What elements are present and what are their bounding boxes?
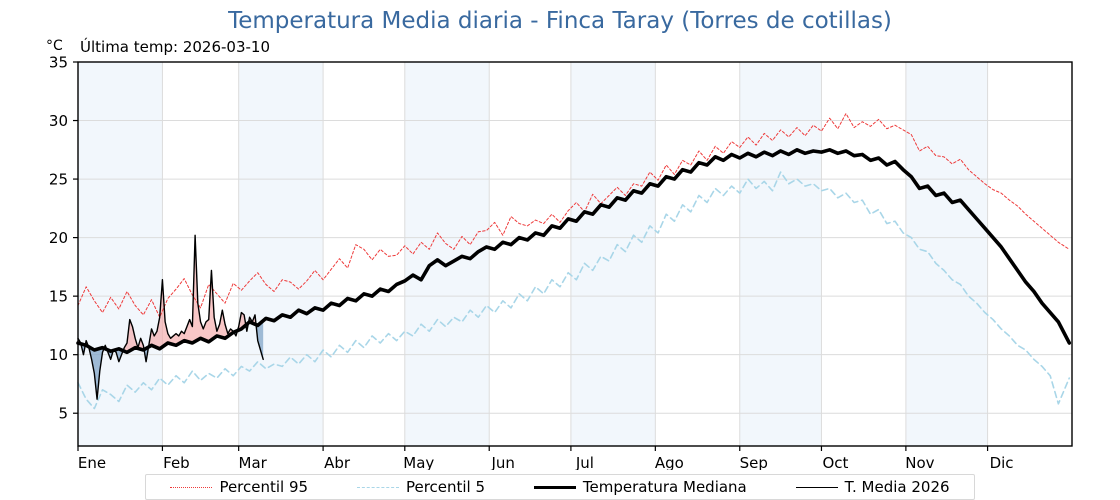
x-tick-label: Jul: [575, 454, 594, 470]
x-tick-label: Mar: [239, 454, 268, 470]
legend-line-swatch: [170, 486, 213, 488]
legend-line-swatch: [795, 486, 838, 488]
x-tick-label: Dic: [990, 454, 1014, 470]
y-tick-label: 5: [58, 405, 68, 423]
y-tick-label: 15: [49, 288, 68, 306]
deviation-fill-below-median: [256, 320, 264, 360]
legend-item-1[interactable]: Percentil 5: [356, 478, 486, 496]
legend-line-swatch: [533, 485, 576, 489]
x-tick-label: Ene: [78, 454, 106, 470]
x-tick-label: Abr: [324, 454, 351, 470]
y-tick-label: 10: [49, 346, 68, 364]
series-percentil-5: [77, 171, 1071, 410]
series-temperatura-mediana: [76, 148, 1072, 355]
y-tick-label: 30: [49, 112, 68, 130]
x-tick-label: Sep: [740, 454, 768, 470]
x-tick-label: Ago: [655, 454, 684, 470]
axes-frame: [77, 61, 1073, 447]
x-tick-label: Jun: [490, 454, 514, 470]
deviation-fill-above-median: [148, 235, 234, 349]
legend-item-2[interactable]: Temperatura Mediana: [533, 478, 747, 496]
legend-label: Percentil 5: [405, 478, 486, 496]
y-axis-unit-label: °C: [46, 38, 63, 54]
legend-label: Percentil 95: [219, 478, 309, 496]
month-band: [78, 62, 163, 446]
page-title: Temperatura Media diaria - Finca Taray (…: [228, 8, 892, 34]
x-tick-label: Feb: [163, 454, 190, 470]
last-temp-subtitle: Última temp: 2026-03-10: [80, 38, 271, 56]
month-band: [238, 62, 324, 446]
legend-item-3[interactable]: T. Media 2026: [795, 478, 950, 496]
deviation-fill-above-median: [123, 319, 145, 353]
legend-label: Temperatura Mediana: [582, 478, 747, 496]
series-percentil-95: [77, 113, 1070, 318]
y-tick-label: 35: [49, 54, 68, 72]
y-tick-label: 25: [49, 171, 68, 189]
deviation-fill-below-median: [88, 346, 104, 400]
legend-item-0[interactable]: Percentil 95: [170, 478, 308, 496]
month-band: [905, 62, 988, 446]
legend-line-swatch: [356, 486, 399, 488]
y-tick-label: 20: [49, 229, 68, 247]
chart-legend: Percentil 95 Percentil 5 Temperatura Media…: [145, 474, 975, 500]
x-tick-label: Nov: [905, 454, 934, 470]
x-tick-label: May: [403, 454, 434, 470]
x-tick-label: Oct: [822, 454, 848, 470]
legend-label: T. Media 2026: [844, 478, 950, 496]
plot-area: 5 10 15 20 25 30 35 Ene Feb Mar Abr May Jun Jul Ago Sep…: [49, 54, 1073, 470]
month-band: [739, 62, 822, 446]
series-t-media-2026: [77, 234, 264, 400]
